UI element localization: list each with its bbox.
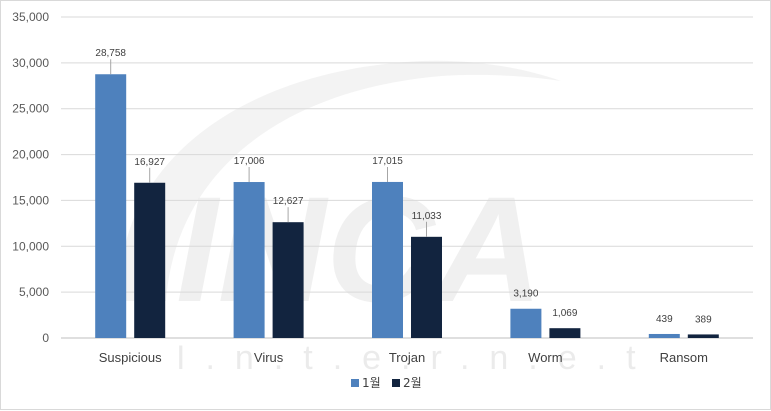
bar-suspicious-series-2 xyxy=(134,182,166,338)
data-label: 12,627 xyxy=(273,196,304,207)
data-label: 11,033 xyxy=(412,211,442,222)
x-category-label: Ransom xyxy=(660,350,708,365)
bar-worm-series-2 xyxy=(549,328,581,338)
watermark-tagline: I.n.t.e.r.n.e.t xyxy=(176,339,656,377)
bars xyxy=(95,74,719,339)
data-label: 17,015 xyxy=(372,156,403,167)
legend-swatch-1 xyxy=(351,379,359,387)
legend-swatch-2 xyxy=(392,379,400,387)
legend: 1월 2월 xyxy=(351,376,422,390)
bar-ransom-series-2 xyxy=(687,334,719,338)
data-label: 17,006 xyxy=(234,156,265,167)
bar-ransom-series-1 xyxy=(648,333,680,338)
data-label: 16,927 xyxy=(134,157,165,168)
data-label: 3,190 xyxy=(513,289,538,300)
data-label: 28,758 xyxy=(95,48,126,59)
x-category-label: Trojan xyxy=(389,350,425,365)
bar-trojan-series-1 xyxy=(372,181,403,338)
data-label: 389 xyxy=(695,314,712,325)
legend-label: 2월 xyxy=(403,376,422,390)
bar-virus-series-2 xyxy=(272,222,304,338)
bar-trojan-series-2 xyxy=(411,236,442,338)
y-tick-label: 0 xyxy=(42,331,49,345)
x-axis: Suspicious Virus Trojan Worm Ransom xyxy=(99,350,708,365)
bar-virus-series-1 xyxy=(233,182,265,338)
watermark-swoosh xyxy=(120,60,562,301)
y-tick-label: 15,000 xyxy=(12,193,49,207)
y-tick-label: 35,000 xyxy=(12,10,49,24)
data-label: 439 xyxy=(656,314,673,325)
y-tick-label: 30,000 xyxy=(12,56,49,70)
gridlines xyxy=(61,16,753,339)
y-tick-label: 5,000 xyxy=(19,285,49,299)
x-category-label: Worm xyxy=(528,350,562,365)
legend-label: 1월 xyxy=(362,376,381,390)
data-labels: 28,758 16,927 17,006 12,627 17,015 11,033 3,19… xyxy=(95,48,712,325)
y-tick-label: 25,000 xyxy=(12,102,49,116)
y-tick-label: 10,000 xyxy=(12,239,49,253)
watermark-logo-text: INCA xyxy=(176,165,543,333)
y-axis: 0 5,000 10,000 15,000 20,000 25,000 30,000 35,0… xyxy=(12,10,49,345)
data-label: 1,069 xyxy=(552,308,577,319)
x-category-label: Virus xyxy=(254,350,284,365)
bar-worm-series-1 xyxy=(510,308,542,338)
x-category-label: Suspicious xyxy=(99,350,162,365)
y-tick-label: 20,000 xyxy=(12,148,49,162)
bar-suspicious-series-1 xyxy=(95,74,127,339)
